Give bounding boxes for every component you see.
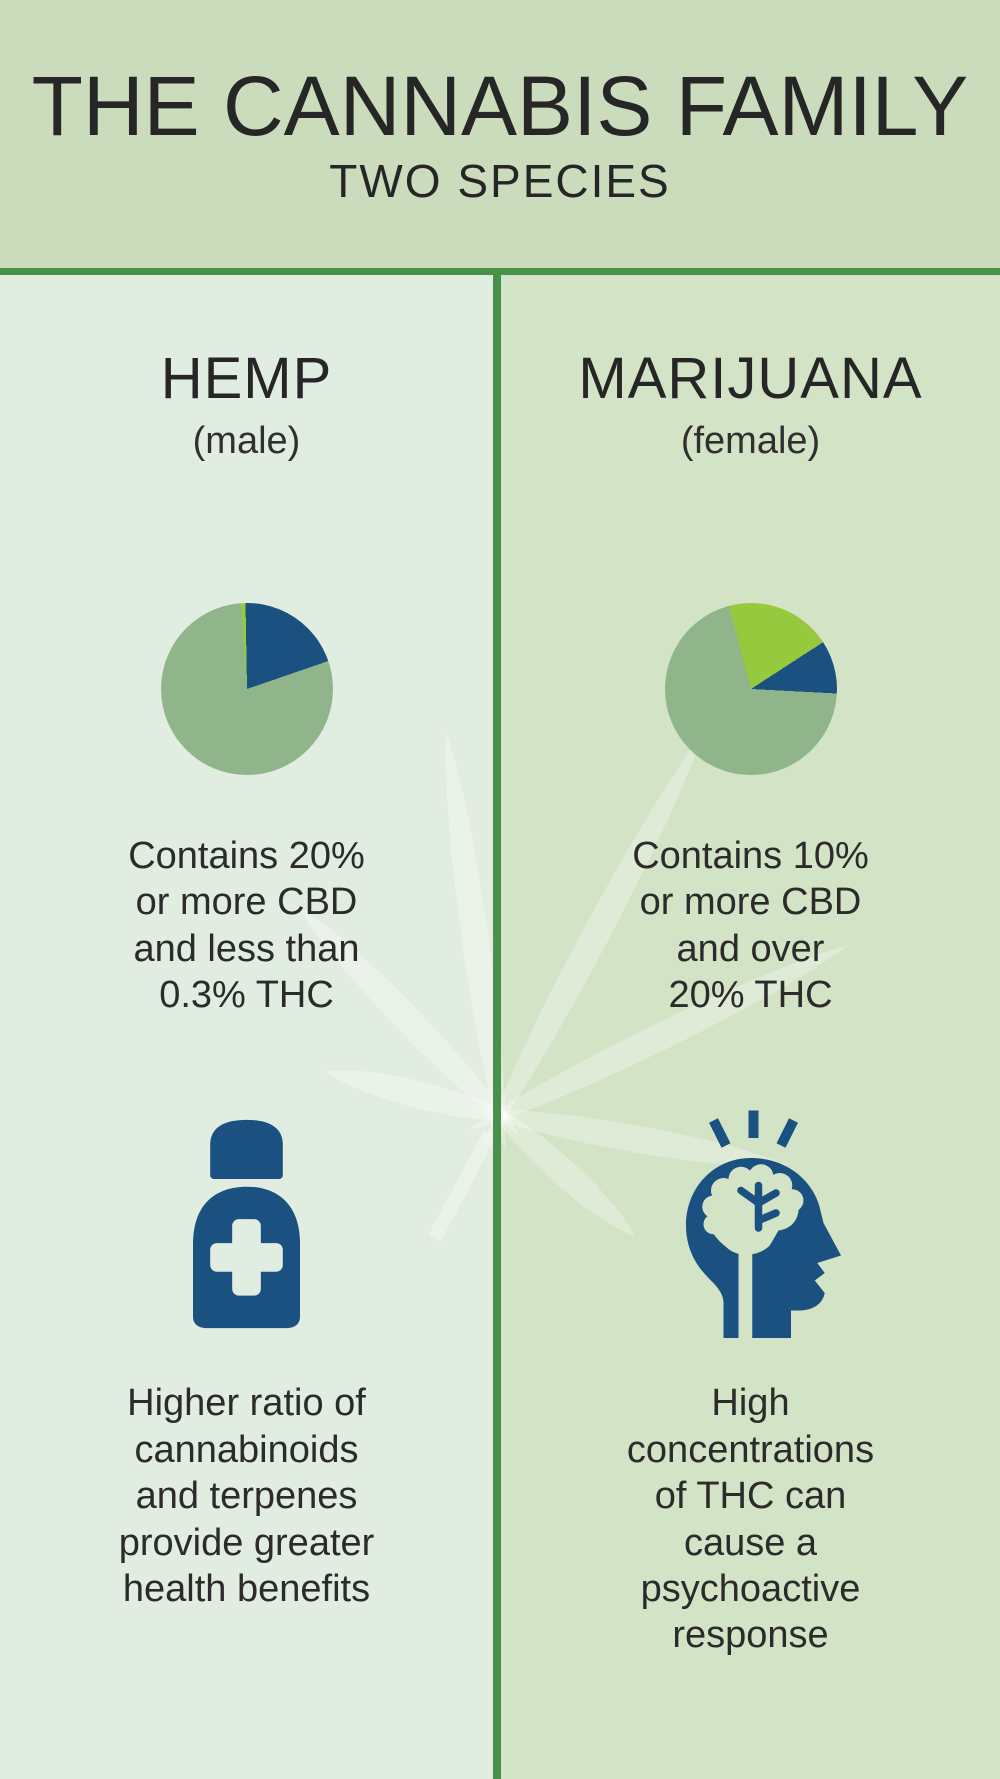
marijuana-cbd-thc-stat-text: Contains 10% or more CBD and over 20% TH… <box>632 835 869 1017</box>
hemp-icon-wrap <box>0 1108 493 1338</box>
hemp-column: HEMP (male) Contains 20% or more CBD and… <box>0 275 493 1779</box>
marijuana-column-title: MARIJUANA <box>578 346 923 411</box>
brain-fissures <box>736 1182 780 1233</box>
medicine-bottle-icon <box>193 1120 300 1329</box>
hemp-cbd-thc-stat-text: Contains 20% or more CBD and less than 0… <box>128 835 365 1017</box>
hemp-benefit-text: Higher ratio of cannabinoids and terpene… <box>118 1382 375 1610</box>
bottle-cap <box>210 1120 283 1180</box>
neck-channel <box>738 1228 760 1339</box>
bottle-cross-horizontal <box>210 1243 283 1273</box>
hemp-composition-pie-chart <box>160 603 333 775</box>
poster-title: THE CANNABIS FAMILY <box>31 59 969 153</box>
comparison-columns: HEMP (male) Contains 20% or more CBD and… <box>0 275 1000 1779</box>
head-psychoactive-brain-icon <box>685 1110 841 1339</box>
hemp-column-title: HEMP <box>160 346 333 411</box>
marijuana-gender-label: (female) <box>680 420 821 462</box>
header-divider-line <box>0 268 1000 275</box>
psychoactive-sparks <box>708 1110 798 1149</box>
header: THE CANNABIS FAMILY TWO SPECIES <box>0 0 1000 268</box>
marijuana-icon-wrap <box>501 1108 1000 1339</box>
column-divider-line <box>493 275 501 1779</box>
marijuana-benefit-text: High concentrations of THC can cause a p… <box>626 1382 875 1657</box>
marijuana-column: MARIJUANA (female) Contains 10% or more … <box>501 275 1000 1779</box>
marijuana-composition-pie-chart <box>664 603 837 775</box>
poster-subtitle: TWO SPECIES <box>329 155 671 207</box>
hemp-gender-label: (male) <box>192 420 301 462</box>
